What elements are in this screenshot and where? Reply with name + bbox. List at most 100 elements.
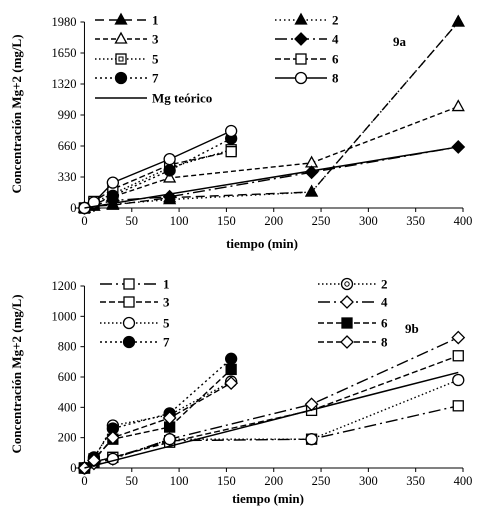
chart-9b-legend-entry-8: 8: [318, 335, 388, 350]
chart-9a-xtick-label: 150: [217, 214, 236, 228]
chart-9a-series-6: [78, 145, 237, 214]
chart-9a-xtick-label: 250: [312, 214, 331, 228]
chart-9a-xtick-label: 400: [454, 214, 473, 228]
chart-9a-series-3-point: [451, 99, 465, 112]
chart-9a-panel-label: 9a: [393, 34, 407, 49]
chart-9b-xtick-label: 300: [359, 474, 378, 488]
chart-9a-legend-entry-5: 5: [95, 52, 159, 67]
chart-9a-xtick-label: 200: [264, 214, 283, 228]
chart-9b-series-8-point: [224, 376, 239, 390]
chart-9a-legend-entry-1: 1: [95, 13, 159, 28]
chart-9a-xtick-label: 0: [81, 214, 87, 228]
chart-9b-series-8-point: [105, 430, 120, 445]
chart-9b-legend-label: 8: [381, 335, 388, 350]
chart-9a-series-7-point: [106, 189, 120, 202]
chart-9a-ytick-label: 1980: [51, 15, 76, 29]
chart-9a-series-2: [77, 14, 465, 213]
chart-9a-xtick-label: 50: [126, 214, 139, 228]
chart-9b-series-1: [78, 400, 464, 474]
chart-9b-series-4-line: [84, 336, 459, 469]
chart-9b-xtick-label: 150: [217, 474, 236, 488]
chart-9b-panel-label: 9b: [405, 321, 419, 336]
chart-9b-legend-marker: [123, 296, 135, 308]
chart-9b-series-8-point: [162, 411, 177, 425]
chart-9b-series-4: [77, 330, 466, 475]
chart-9a-legend-marker: [115, 53, 127, 65]
chart-9a-ytick-label: 660: [58, 139, 77, 153]
chart-9b-series-1-point: [452, 400, 464, 412]
chart-9b-legend-marker: [340, 277, 354, 291]
chart-9a-legend-marker: [114, 31, 128, 44]
chart-9a-ytick-label: 0: [70, 201, 76, 215]
chart-9a-legend-marker: [114, 71, 128, 85]
chart-9a-series-2-line: [84, 21, 459, 209]
chart-9a-legend-label: 3: [152, 32, 159, 47]
chart-9a-series-9: [84, 146, 459, 209]
chart-9b-ytick-label: 1000: [51, 309, 76, 323]
chart-9b-series-8: [77, 376, 239, 475]
chart-9b-xtick-label: 200: [264, 474, 283, 488]
chart-9b-series-9: [84, 371, 459, 469]
chart-9a-series-2-point: [451, 14, 465, 27]
chart-9a-ytick-label: 990: [58, 108, 77, 122]
chart-9a-series-3-line: [84, 105, 459, 209]
chart-9b-legend-marker: [123, 278, 135, 290]
chart-9b-series-7-point: [224, 352, 238, 365]
chart-9b-xtick-label: 100: [170, 474, 189, 488]
chart-9b-xlabel: tiempo (min): [232, 491, 304, 506]
chart-9a-legend-entry-8: 8: [275, 71, 339, 86]
chart-9a-series-8-point: [106, 176, 120, 189]
chart-9a-legend-marker: [294, 12, 308, 25]
chart-9b: 0 200 400 600 800 1000 1200 0 50 100 150 200 250 300 3…: [51, 277, 472, 489]
chart-9a-legend-entry-2: 2: [275, 13, 339, 28]
chart-9b-legend-label: 6: [381, 316, 388, 331]
chart-9a-ytick-label: 330: [58, 170, 77, 184]
chart-9a-legend-label: 8: [332, 71, 339, 86]
chart-9b-series-2-line: [83, 380, 232, 469]
chart-9a-legend-entry-4: 4: [275, 32, 339, 47]
chart-9b-legend-marker: [340, 295, 354, 309]
chart-9a-legend-label: 7: [152, 71, 159, 86]
chart-9b-xtick-label: 250: [312, 474, 331, 488]
chart-9a-series-6-point: [225, 145, 237, 158]
chart-9b-series-7: [78, 352, 238, 475]
chart-9a-ylabel: Concentración Mg+2 (mg/L): [9, 34, 24, 193]
chart-9a-legend-entry-7: 7: [95, 71, 159, 86]
chart-9a-series-8-point: [87, 196, 101, 209]
chart-9b-series-5-point: [163, 433, 176, 446]
chart-9b-legend-marker-inner: [344, 281, 350, 287]
chart-9b-series-1-line: [84, 405, 459, 469]
chart-9a-series-8-point: [224, 124, 238, 138]
chart-9b-series-3-point: [452, 350, 464, 362]
chart-9b-legend-marker: [341, 317, 353, 329]
chart-9a-legend-entry-3: 3: [95, 32, 159, 47]
chart-9a-xlabel: tiempo (min): [226, 236, 298, 251]
chart-9b-legend-label: 1: [163, 277, 170, 292]
chart-9a-series-8-point: [163, 153, 176, 166]
chart-9b-legend-label: 4: [381, 295, 388, 310]
chart-9a-legend-label: 1: [152, 13, 159, 28]
chart-9b-ytick-label: 0: [70, 461, 76, 475]
chart-9a-legend-label: 4: [332, 32, 339, 47]
chart-9a-series-7-point: [163, 164, 176, 177]
chart-9b-series-3-line: [84, 355, 459, 469]
chart-9a-xtick-label: 350: [406, 214, 425, 228]
chart-9b-legend-entry-2: 2: [318, 277, 388, 292]
chart-9a-legend-marker: [295, 53, 307, 65]
chart-9b-xtick-label: 400: [454, 474, 473, 488]
chart-9b-series-6-line: [83, 368, 232, 469]
chart-9b-legend-entry-1: 1: [100, 277, 170, 292]
chart-9a-legend-marker: [114, 12, 128, 25]
chart-9b-series-4-point: [451, 330, 466, 345]
chart-9b-series-8-line: [84, 382, 232, 469]
chart-9b-ytick-label: 1200: [51, 279, 76, 293]
chart-9b-series-8-point: [87, 453, 101, 468]
chart-9b-series-2: [78, 375, 238, 475]
chart-9a-xtick-label: 300: [359, 214, 378, 228]
chart-9a-legend-marker-inner: [118, 56, 124, 62]
chart-9b-series-9-line: [84, 371, 459, 469]
chart-9b-legend-entry-7: 7: [100, 335, 170, 350]
chart-9b-legend-marker: [340, 335, 354, 349]
chart-9a-xtick-label: 100: [170, 214, 189, 228]
